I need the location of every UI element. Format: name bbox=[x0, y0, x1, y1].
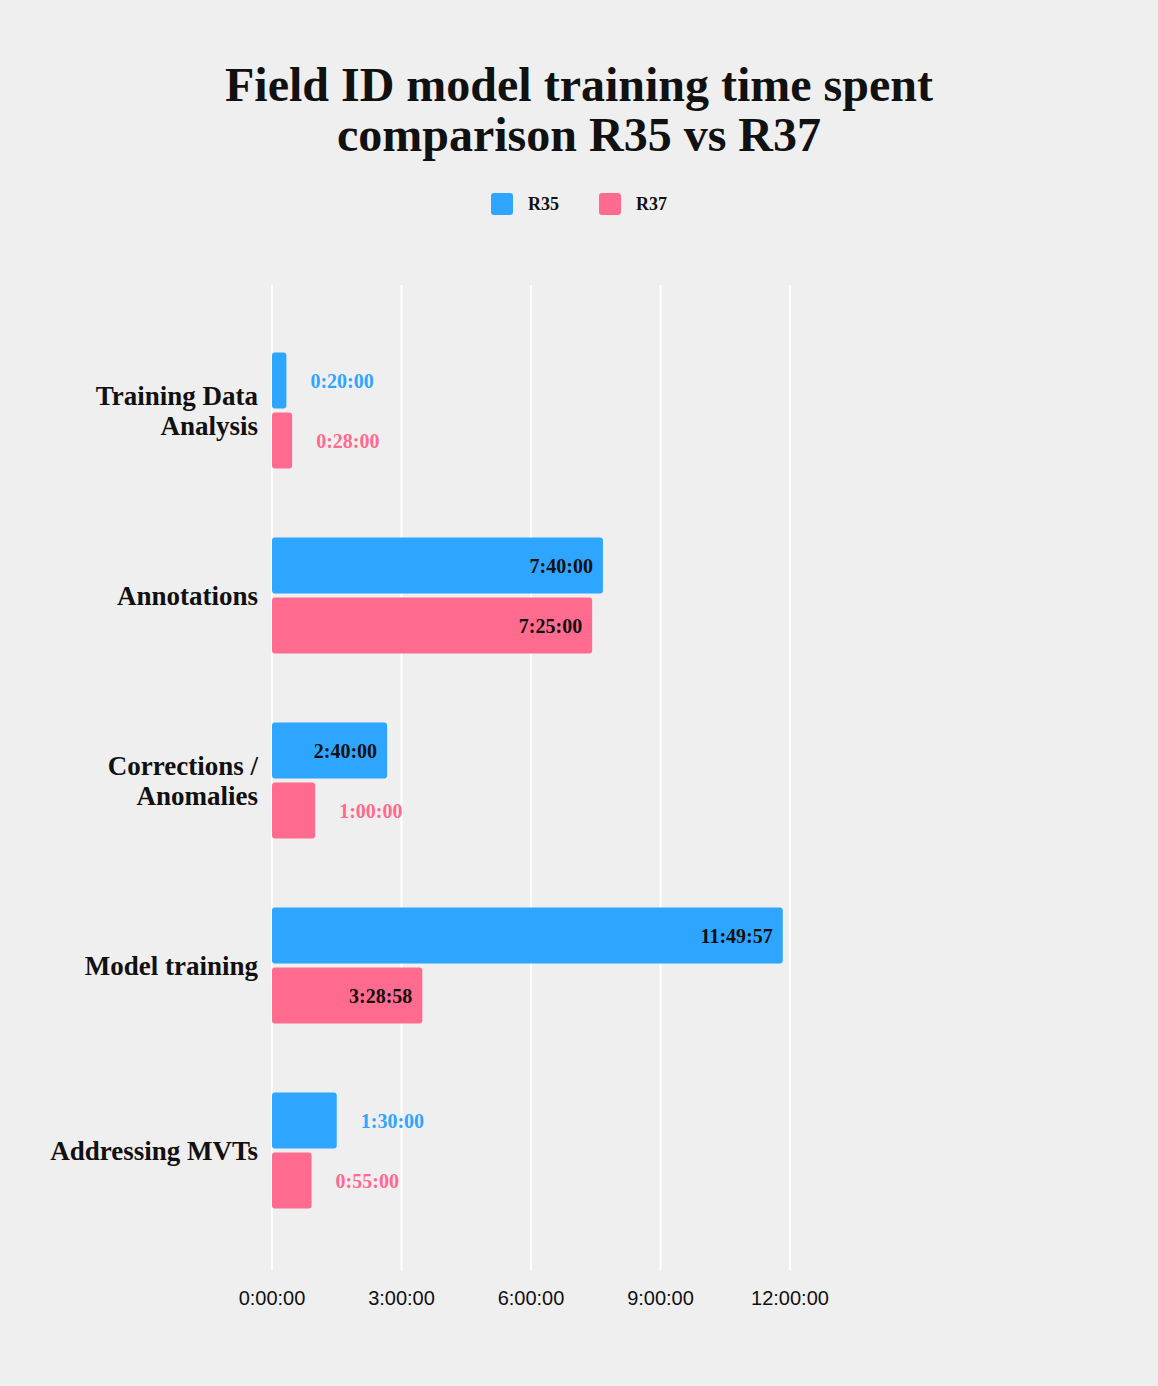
legend-swatch bbox=[599, 193, 621, 215]
bar bbox=[272, 783, 315, 839]
x-tick-label: 9:00:00 bbox=[627, 1287, 694, 1309]
category-label: Training DataAnalysis bbox=[96, 381, 259, 441]
legend-label: R35 bbox=[528, 194, 559, 214]
grid-line bbox=[530, 285, 532, 1270]
bar bbox=[272, 968, 422, 1024]
data-label: 11:49:57 bbox=[701, 925, 773, 947]
data-label: 1:30:00 bbox=[361, 1110, 424, 1132]
chart-container: Field ID model training time spentcompar… bbox=[0, 0, 1158, 1386]
data-label: 0:28:00 bbox=[316, 430, 379, 452]
x-tick-label: 0:00:00 bbox=[239, 1287, 306, 1309]
category-label: Annotations bbox=[117, 581, 258, 611]
bar bbox=[272, 908, 783, 964]
data-label: 7:25:00 bbox=[519, 615, 582, 637]
category-label: Addressing MVTs bbox=[50, 1136, 258, 1166]
data-label: 2:40:00 bbox=[314, 740, 377, 762]
chart-title: Field ID model training time spentcompar… bbox=[225, 58, 933, 161]
bar bbox=[272, 413, 292, 469]
data-label: 0:20:00 bbox=[310, 370, 373, 392]
bar bbox=[272, 353, 286, 409]
x-tick-label: 3:00:00 bbox=[368, 1287, 435, 1309]
bars bbox=[272, 353, 783, 1209]
grid bbox=[272, 285, 790, 1270]
bar bbox=[272, 1093, 337, 1149]
data-label: 1:00:00 bbox=[339, 800, 402, 822]
grid-line bbox=[789, 285, 791, 1270]
legend-label: R37 bbox=[636, 194, 667, 214]
background bbox=[0, 0, 1158, 1386]
bar bbox=[272, 1153, 312, 1209]
bar bbox=[272, 598, 592, 654]
legend-swatch bbox=[491, 193, 513, 215]
bar bbox=[272, 538, 603, 594]
grid-line bbox=[660, 285, 662, 1270]
data-label: 7:40:00 bbox=[530, 555, 593, 577]
x-tick-label: 12:00:00 bbox=[751, 1287, 829, 1309]
data-label: 3:28:58 bbox=[349, 985, 412, 1007]
category-label: Corrections /Anomalies bbox=[108, 751, 259, 811]
bar bbox=[272, 723, 387, 779]
category-label: Model training bbox=[85, 951, 259, 981]
x-tick-label: 6:00:00 bbox=[498, 1287, 565, 1309]
chart-svg: Field ID model training time spentcompar… bbox=[0, 0, 1158, 1386]
data-label: 0:55:00 bbox=[336, 1170, 399, 1192]
legend: R35 R37 bbox=[491, 193, 667, 215]
data-labels: 0:20:00 0:28:00 7:40:00 7:25:00 2:40:00 1:00:… bbox=[310, 370, 772, 1192]
